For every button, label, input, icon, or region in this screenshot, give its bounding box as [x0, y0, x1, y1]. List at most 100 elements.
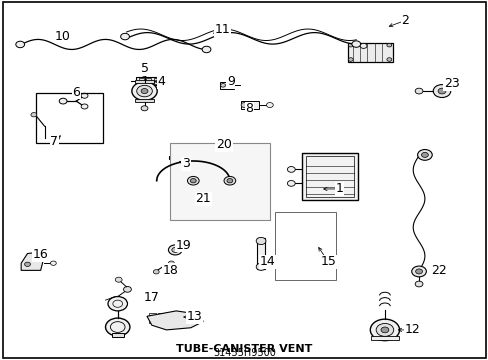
Circle shape [108, 297, 127, 311]
Circle shape [415, 269, 422, 274]
Text: 8: 8 [245, 103, 253, 116]
Circle shape [266, 103, 273, 108]
Circle shape [287, 167, 295, 172]
Circle shape [417, 149, 431, 160]
Bar [112, 333, 123, 337]
Circle shape [141, 89, 148, 94]
Circle shape [105, 318, 130, 336]
Circle shape [411, 266, 426, 277]
Circle shape [226, 179, 232, 183]
Circle shape [141, 71, 148, 76]
Circle shape [224, 176, 235, 185]
Bar [240, 101, 259, 109]
Text: 16: 16 [33, 248, 48, 261]
Bar [154, 78, 158, 84]
Bar [136, 77, 163, 85]
Text: 22: 22 [430, 264, 446, 277]
Circle shape [31, 113, 37, 117]
Circle shape [421, 152, 427, 157]
Polygon shape [147, 311, 203, 330]
Text: 4: 4 [157, 75, 165, 88]
Circle shape [115, 277, 122, 282]
Text: 5: 5 [140, 62, 148, 75]
Circle shape [171, 247, 178, 252]
Circle shape [175, 157, 182, 162]
Bar [146, 78, 151, 84]
Circle shape [380, 327, 388, 333]
Circle shape [153, 270, 159, 274]
Bar [170, 143, 270, 220]
Bar [302, 153, 357, 200]
Bar [149, 314, 156, 323]
Circle shape [202, 46, 210, 53]
Circle shape [168, 245, 182, 255]
Text: 31455H9500: 31455H9500 [213, 348, 275, 358]
Circle shape [170, 151, 176, 155]
Circle shape [168, 261, 174, 265]
Bar [173, 148, 184, 163]
Circle shape [81, 104, 88, 109]
Circle shape [241, 103, 247, 108]
Bar [175, 314, 182, 323]
Bar [370, 336, 398, 339]
Circle shape [123, 287, 131, 292]
Bar [274, 212, 335, 280]
Bar [305, 156, 353, 197]
Text: 18: 18 [162, 264, 178, 277]
Circle shape [351, 41, 360, 47]
Circle shape [432, 85, 450, 98]
Circle shape [132, 82, 157, 100]
Text: 9: 9 [226, 75, 234, 88]
Text: 15: 15 [320, 255, 336, 268]
Circle shape [16, 41, 24, 48]
Text: 3: 3 [182, 157, 189, 170]
Circle shape [347, 58, 352, 61]
Circle shape [182, 151, 187, 155]
Polygon shape [21, 252, 43, 270]
Text: 12: 12 [404, 323, 420, 336]
Bar [184, 314, 191, 323]
Circle shape [369, 319, 399, 341]
Text: 21: 21 [195, 192, 210, 205]
Circle shape [256, 263, 265, 270]
Text: 6: 6 [72, 86, 80, 99]
Bar [139, 78, 144, 84]
Bar [256, 238, 265, 269]
Circle shape [187, 176, 199, 185]
Circle shape [220, 84, 225, 87]
Circle shape [137, 85, 152, 97]
Circle shape [256, 237, 265, 244]
Circle shape [59, 98, 67, 104]
Circle shape [287, 180, 295, 186]
Bar [347, 43, 392, 62]
Circle shape [386, 58, 391, 61]
Circle shape [386, 43, 391, 47]
Circle shape [121, 33, 129, 40]
Circle shape [437, 88, 445, 94]
Text: 20: 20 [216, 138, 231, 151]
Circle shape [414, 281, 422, 287]
Circle shape [24, 262, 30, 266]
Text: 19: 19 [175, 239, 191, 252]
Circle shape [50, 261, 56, 265]
Circle shape [190, 179, 196, 183]
Bar [168, 156, 189, 159]
Bar [166, 314, 173, 323]
Circle shape [375, 323, 393, 336]
Bar [220, 82, 233, 89]
Circle shape [347, 43, 352, 47]
Circle shape [141, 106, 148, 111]
Text: 7: 7 [50, 135, 58, 148]
Bar [135, 99, 154, 102]
Circle shape [414, 88, 422, 94]
Text: 23: 23 [443, 77, 459, 90]
Circle shape [360, 43, 366, 48]
Text: 1: 1 [335, 183, 343, 195]
Text: 13: 13 [186, 310, 202, 324]
Bar [36, 93, 103, 143]
Text: 11: 11 [214, 23, 230, 36]
Text: TUBE-CANISTER VENT: TUBE-CANISTER VENT [176, 344, 312, 354]
Text: 14: 14 [260, 255, 275, 268]
Bar [135, 80, 154, 83]
Bar [166, 262, 177, 270]
